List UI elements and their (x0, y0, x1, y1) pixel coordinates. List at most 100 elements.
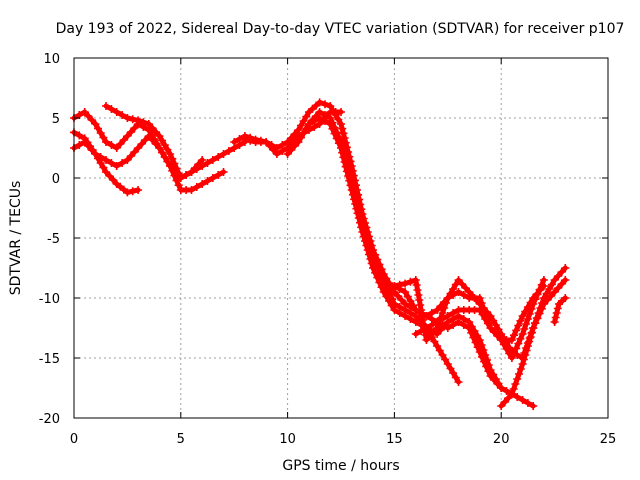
data-point-marker (403, 292, 412, 301)
data-point-marker (475, 306, 484, 314)
data-point-marker (99, 133, 108, 142)
data-point-marker (214, 153, 223, 161)
data-point-marker (472, 296, 481, 304)
data-point-marker (505, 343, 514, 352)
data-point-marker (170, 159, 179, 168)
data-point-marker (91, 150, 100, 158)
data-point-marker (147, 130, 156, 139)
data-point-marker (497, 402, 506, 410)
data-point-marker (516, 334, 525, 343)
data-point-marker (278, 141, 287, 149)
data-point-marker (385, 297, 394, 305)
data-point-marker (512, 344, 521, 353)
data-point-marker (401, 288, 410, 296)
data-point-marker (459, 291, 468, 299)
data-point-marker (433, 342, 442, 350)
data-point-marker (422, 324, 431, 332)
data-point-marker (484, 361, 493, 369)
data-point-marker (290, 142, 299, 150)
data-point-marker (341, 162, 350, 171)
data-point-marker (454, 276, 463, 284)
data-point-marker (102, 138, 110, 146)
data-point-marker (299, 129, 308, 137)
data-point-marker (533, 314, 542, 323)
data-point-marker (547, 292, 555, 300)
data-point-marker (522, 346, 531, 355)
data-point-marker (449, 369, 458, 377)
data-point-marker (127, 152, 135, 160)
data-point-marker (315, 114, 324, 122)
data-point-marker (362, 241, 371, 250)
data-point-marker (547, 280, 556, 289)
grid-lines (74, 58, 608, 418)
data-point-marker (290, 130, 299, 138)
data-point-marker (148, 124, 157, 132)
data-point-marker (116, 140, 125, 148)
data-point-marker (155, 144, 164, 152)
data-point-marker (91, 120, 100, 128)
data-point-marker (123, 132, 132, 140)
data-point-marker (102, 168, 110, 176)
data-point-marker (477, 341, 486, 349)
series-line (295, 115, 504, 391)
data-point-marker (373, 273, 382, 282)
data-point-marker (123, 156, 132, 164)
data-point-marker (134, 116, 143, 125)
data-point-marker (525, 310, 534, 318)
data-point-marker (338, 124, 347, 133)
data-point-marker (515, 370, 523, 378)
data-point-marker (123, 114, 132, 122)
data-point-marker (107, 159, 116, 167)
y-tick-labels: 10 5 0 -5 -10 -15 -20 (39, 52, 60, 427)
data-point-marker (494, 379, 503, 388)
data-point-marker (315, 98, 324, 107)
data-point-marker (158, 136, 167, 145)
data-point-marker (330, 129, 339, 138)
data-point-marker (172, 176, 181, 185)
data-point-marker (512, 326, 521, 335)
data-point-marker (561, 276, 570, 284)
data-point-marker (526, 333, 535, 341)
data-point-marker (353, 209, 362, 218)
data-point-marker (454, 288, 463, 296)
data-point-marker (489, 316, 498, 325)
data-point-marker (446, 364, 455, 373)
data-point-marker (443, 360, 452, 368)
data-point-marker (406, 315, 415, 323)
data-point-marker (166, 150, 175, 158)
data-point-marker (435, 346, 444, 355)
data-point-marker (337, 108, 345, 116)
data-point-marker (361, 237, 369, 245)
data-point-marker (176, 174, 185, 182)
data-point-marker (87, 116, 96, 124)
series-track-h (294, 114, 506, 392)
data-point-marker (490, 328, 499, 336)
data-point-marker (382, 292, 391, 301)
data-point-marker (518, 396, 527, 404)
data-point-marker (344, 172, 353, 180)
data-point-marker (417, 306, 426, 314)
data-point-marker (296, 121, 305, 130)
x-tick-label: 0 (70, 432, 78, 447)
series-track-g (283, 108, 463, 386)
data-point-marker (500, 398, 509, 406)
data-point-marker (118, 111, 127, 119)
data-point-marker (394, 292, 402, 300)
data-point-marker (363, 246, 372, 254)
data-point-marker (346, 181, 355, 190)
y-tick-label: -5 (47, 232, 60, 247)
data-point-marker (467, 322, 476, 331)
data-point-marker (342, 167, 351, 176)
data-point-marker (397, 296, 406, 304)
data-point-marker (427, 321, 436, 329)
data-point-marker (483, 319, 492, 328)
data-point-marker (94, 124, 102, 133)
y-tick-label: -20 (39, 412, 60, 427)
data-point-marker (442, 299, 450, 307)
chart-title: Day 193 of 2022, Sidereal Day-to-day VTE… (56, 21, 625, 37)
series-track-m (550, 294, 570, 326)
data-point-marker (387, 301, 396, 310)
data-series (70, 98, 570, 410)
data-point-marker (144, 120, 153, 128)
data-point-marker (542, 289, 551, 298)
